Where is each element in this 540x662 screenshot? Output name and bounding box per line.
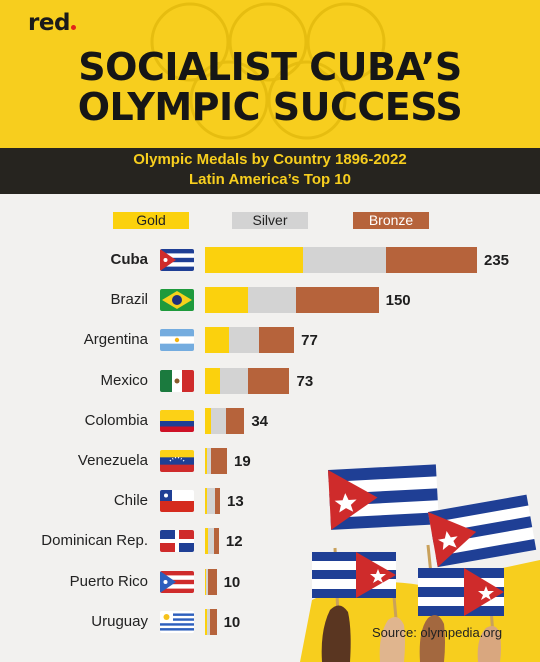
bar-bronze (208, 568, 217, 595)
total-label: 34 (251, 412, 269, 430)
total-label: 235 (484, 252, 510, 269)
flag-ve-icon (160, 450, 194, 472)
bar-bronze (385, 247, 477, 273)
subtitle-band (0, 148, 540, 194)
total-label: 10 (223, 573, 241, 591)
country-label: Brazil (110, 291, 148, 309)
total-label: 12 (225, 533, 243, 551)
bar-silver (206, 568, 209, 595)
bar-gold (205, 608, 208, 635)
flag-ar-icon (160, 329, 194, 352)
bar-bronze (209, 608, 217, 635)
waving-cuba-flags-illustration (312, 464, 537, 662)
bar-silver (208, 528, 215, 555)
flag-cu-icon (160, 249, 194, 271)
country-label: Argentina (83, 331, 148, 349)
bar-gold (205, 407, 211, 434)
total-label: 19 (233, 453, 251, 470)
country-label: Puerto Rico (69, 572, 148, 590)
bar-bronze (214, 528, 219, 555)
header-band (0, 0, 540, 148)
legend-bronze: Bronze (353, 212, 429, 229)
bar-silver (207, 448, 211, 474)
bar-gold (205, 528, 209, 555)
bar-silver (207, 608, 210, 635)
country-label: Dominican Rep. (41, 532, 148, 550)
flag-do-icon (160, 530, 194, 553)
country-label: Colombia (84, 411, 148, 429)
chart-title: Olympic Medals by Country 1896-2022 (133, 151, 407, 168)
bar-silver (207, 488, 216, 515)
bar-silver (220, 367, 248, 394)
bar-bronze (296, 287, 379, 314)
bar-silver (210, 407, 226, 434)
brand-logo[interactable]: red (28, 10, 76, 36)
bar-gold (205, 287, 248, 314)
title-line-1: SOCIALIST CUBA’S (78, 45, 462, 89)
bar-silver (229, 327, 260, 354)
chart-subtitle: Latin America’s Top 10 (189, 171, 351, 188)
country-label: Chile (113, 492, 148, 510)
title-line-2: OLYMPIC SUCCESS (77, 85, 463, 129)
bar-bronze (210, 448, 227, 474)
country-label: Cuba (110, 251, 149, 268)
source-note[interactable]: Source: olympedia.org (372, 625, 503, 640)
bar-silver (303, 247, 386, 273)
flag-cl-icon (160, 490, 194, 513)
total-label: 150 (385, 292, 411, 310)
bar-gold (205, 568, 207, 595)
legend-silver: Silver (232, 212, 308, 229)
flag-uy-icon (160, 610, 194, 633)
logo-dot (70, 25, 76, 30)
flag-pr-icon (160, 570, 194, 593)
total-label: 77 (301, 332, 318, 350)
country-label: Mexico (100, 371, 148, 389)
legend-gold: Gold (113, 212, 189, 229)
flag-co-icon (160, 409, 194, 432)
bar-gold (205, 247, 304, 273)
bar-bronze (215, 488, 221, 515)
bar-gold (205, 367, 221, 394)
bar-silver (247, 287, 297, 314)
bar-gold (205, 488, 208, 515)
total-label: 10 (223, 613, 241, 631)
olympic-rings-watermark (150, 2, 386, 140)
bar-bronze (247, 367, 290, 394)
flag-br-icon (160, 289, 194, 312)
bar-bronze (259, 327, 295, 354)
bar-bronze (225, 407, 245, 434)
total-label: 13 (227, 493, 244, 511)
total-label: 73 (296, 372, 314, 390)
bar-gold (205, 327, 230, 354)
bar-gold (205, 448, 208, 474)
flag-mx-icon (160, 369, 194, 392)
country-label: Uruguay (91, 612, 148, 630)
country-label: Venezuela (77, 452, 148, 469)
